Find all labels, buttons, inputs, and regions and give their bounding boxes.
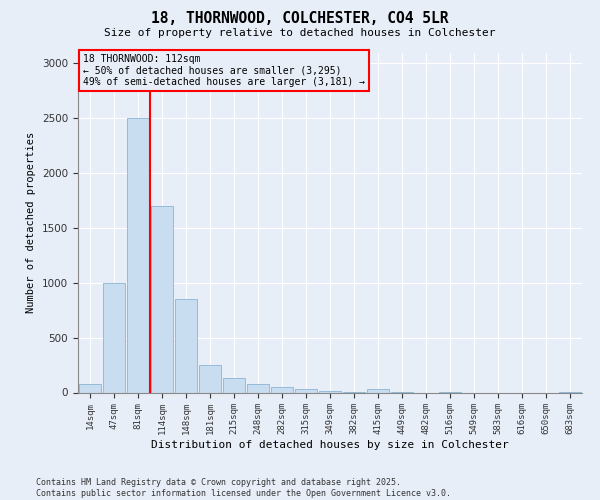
Bar — [79, 384, 101, 392]
Bar — [367, 389, 389, 392]
Bar — [151, 206, 173, 392]
Bar — [103, 283, 125, 393]
Text: Size of property relative to detached houses in Colchester: Size of property relative to detached ho… — [104, 28, 496, 38]
Bar — [199, 365, 221, 392]
Text: Contains HM Land Registry data © Crown copyright and database right 2025.
Contai: Contains HM Land Registry data © Crown c… — [36, 478, 451, 498]
Bar — [223, 378, 245, 392]
Bar — [247, 384, 269, 392]
Bar — [175, 300, 197, 392]
Y-axis label: Number of detached properties: Number of detached properties — [26, 132, 37, 313]
Bar — [127, 118, 149, 392]
Text: 18, THORNWOOD, COLCHESTER, CO4 5LR: 18, THORNWOOD, COLCHESTER, CO4 5LR — [151, 11, 449, 26]
X-axis label: Distribution of detached houses by size in Colchester: Distribution of detached houses by size … — [151, 440, 509, 450]
Text: 18 THORNWOOD: 112sqm
← 50% of detached houses are smaller (3,295)
49% of semi-de: 18 THORNWOOD: 112sqm ← 50% of detached h… — [83, 54, 365, 88]
Bar — [271, 387, 293, 392]
Bar — [295, 389, 317, 392]
